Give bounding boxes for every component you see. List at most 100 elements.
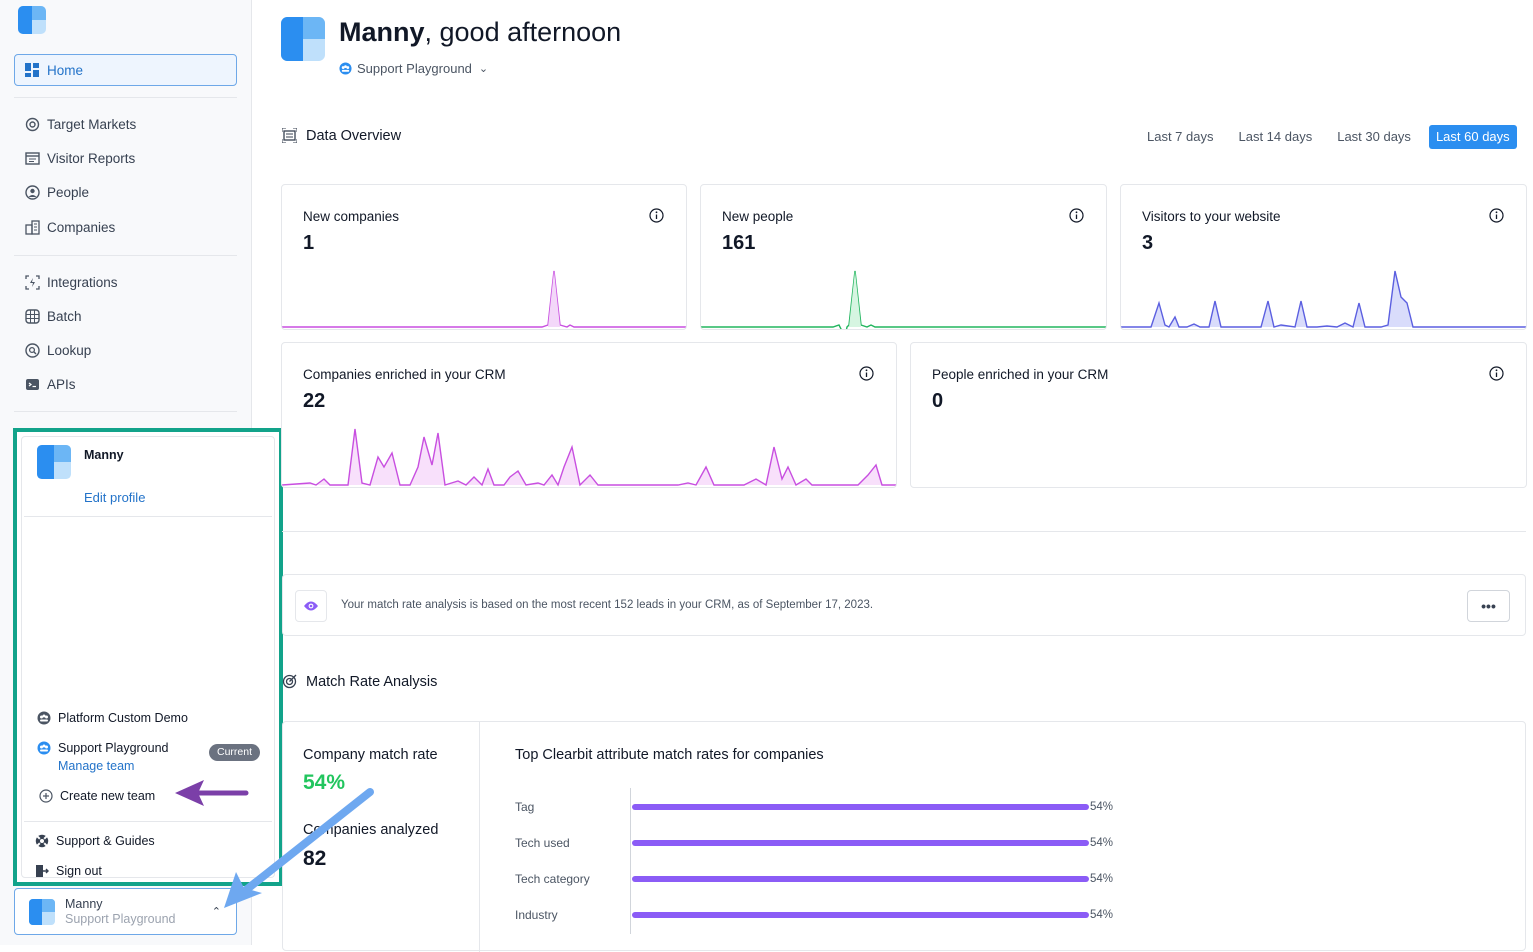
match-rate-card: Company match rate 54% Companies analyze… [282,721,1526,952]
info-icon[interactable] [859,366,874,381]
stat-label: New companies [303,209,400,224]
stat-card-visitors: Visitors to your website 3 [1120,184,1527,330]
bar [632,840,1090,846]
nav-visitor-reports[interactable]: Visitor Reports [24,147,135,169]
manage-team-link[interactable]: Manage team [58,759,135,773]
team-icon [37,741,51,755]
nav-companies[interactable]: Companies [24,216,115,238]
nav-label: Integrations [47,274,118,290]
bar-label: Industry [515,908,558,922]
nav-label: Batch [47,308,82,324]
stat-value: 22 [303,390,326,412]
info-icon[interactable] [1069,208,1084,223]
nav-target-markets[interactable]: Target Markets [24,113,136,135]
stat-label: People enriched in your CRM [932,367,1109,382]
team-support-playground[interactable]: Support Playground [37,741,169,755]
divider [14,255,237,256]
range-last-60-days[interactable]: Last 60 days [1428,125,1517,149]
account-menu-popup: Manny Edit profile Platform Custom Demo … [13,428,283,886]
chevron-up-icon: ⌃ [211,906,221,918]
team-selector-label: Support Playground [357,61,472,76]
stat-value: 161 [722,232,756,254]
team-icon [339,62,352,75]
nav-label: Visitor Reports [47,150,136,166]
edit-profile-link[interactable]: Edit profile [84,490,146,505]
chart-axis [630,788,631,934]
data-overview-title: Data Overview [282,128,401,144]
stat-value: 1 [303,232,315,254]
clearbit-logo-icon [281,17,325,61]
nav-label: APIs [47,376,76,392]
nav-integrations[interactable]: Integrations [24,271,118,293]
bar-value-label: 54% [1090,873,1114,885]
overview-icon [282,128,298,144]
sign-out-button[interactable]: Sign out [35,864,102,878]
batch-icon [24,308,40,324]
sparkline [282,270,686,328]
account-switcher[interactable]: Manny Support Playground ⌃ [14,888,237,935]
range-last-7-days[interactable]: Last 7 days [1147,129,1214,144]
api-icon [24,376,40,392]
team-platform-custom-demo[interactable]: Platform Custom Demo [37,711,188,725]
stat-label: Companies enriched in your CRM [303,367,506,382]
divider [24,516,272,517]
building-icon [24,219,40,235]
range-last-30-days[interactable]: Last 30 days [1337,129,1411,144]
nav-label: Target Markets [47,116,137,132]
bar [632,804,1090,810]
user-name: Manny [84,448,124,462]
account-menu: Manny Edit profile Platform Custom Demo … [21,436,275,878]
chevron-down-icon: ⌄ [478,63,489,75]
team-icon [37,711,51,725]
team-name: Platform Custom Demo [58,711,188,725]
info-icon[interactable] [1489,366,1504,381]
section-title-text: Match Rate Analysis [306,674,438,690]
eye-icon [295,590,327,622]
nav-people[interactable]: People [24,181,89,203]
support-guides-link[interactable]: Support & Guides [35,834,155,848]
stat-value: 0 [932,390,944,412]
stat-card-people-enriched: People enriched in your CRM 0 [910,342,1527,488]
companies-analyzed-value: 82 [303,847,327,870]
nav-label: Companies [47,219,116,235]
divider [14,97,237,98]
bar-label: Tech used [515,836,570,850]
lifebuoy-icon [35,834,49,848]
create-team-label: Create new team [60,789,156,803]
support-label: Support & Guides [56,834,155,848]
account-name: Manny [65,897,103,911]
clearbit-logo-icon[interactable] [18,6,46,34]
section-title-text: Data Overview [306,128,402,144]
team-avatar [29,899,55,925]
divider [24,821,272,822]
sign-out-icon [35,864,49,878]
bar-value-label: 54% [1090,801,1114,813]
more-options-button[interactable]: ••• [1467,590,1510,622]
sparkline [701,270,1106,329]
stat-value: 3 [1142,232,1154,254]
range-last-14-days[interactable]: Last 14 days [1238,129,1313,144]
create-new-team-button[interactable]: Create new team [39,789,155,803]
greeting: Manny, good afternoon [339,17,621,48]
chart-title: Top Clearbit attribute match rates for c… [515,747,824,763]
account-team: Support Playground [65,912,176,926]
companies-analyzed-label: Companies analyzed [303,822,439,838]
stat-card-companies-enriched: Companies enriched in your CRM 22 [281,342,897,488]
nav-home[interactable]: Home [14,54,237,86]
current-badge: Current [209,744,261,761]
sparkline [1121,270,1526,329]
nav-apis[interactable]: APIs [24,373,76,395]
stat-card-new-companies: New companies 1 [281,184,687,330]
nav-batch[interactable]: Batch [24,305,82,327]
nav-lookup[interactable]: Lookup [24,339,91,361]
report-icon [24,150,40,166]
match-rate-notice: Your match rate analysis is based on the… [282,574,1526,636]
info-icon[interactable] [1489,208,1504,223]
info-icon[interactable] [649,208,664,223]
plus-circle-icon [39,789,53,803]
bar-label: Tech category [515,872,590,886]
people-icon [24,184,40,200]
team-selector[interactable]: Support Playground ⌄ [339,61,488,76]
integrations-icon [24,274,40,290]
divider [282,531,1526,532]
